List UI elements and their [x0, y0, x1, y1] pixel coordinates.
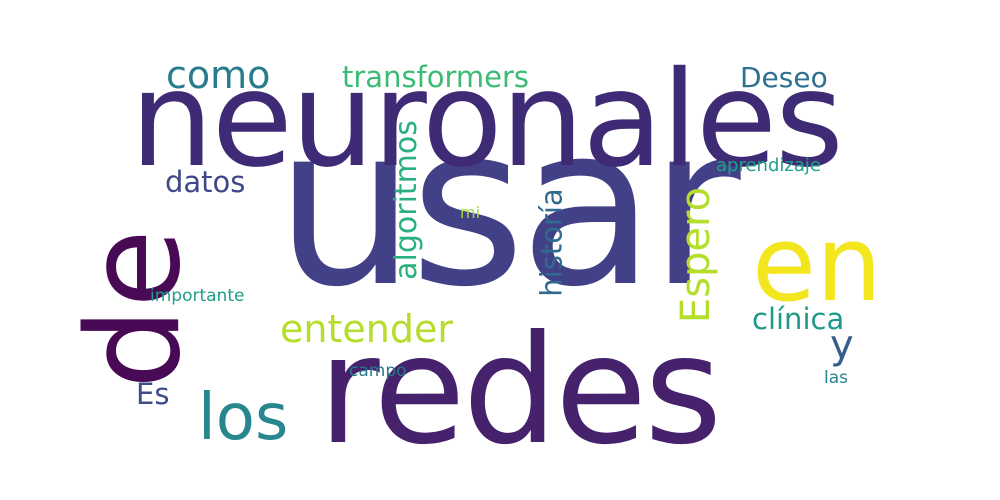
word-deseo: Deseo [740, 61, 828, 94]
word-de: de [60, 229, 209, 389]
word-redes: redes [318, 304, 722, 478]
word-transformers: transformers [342, 60, 530, 94]
word-espero: Espero [673, 186, 720, 324]
word-es: Es [136, 377, 170, 411]
word-los: los [198, 381, 289, 455]
word-entender: entender [280, 307, 453, 351]
word-las: las [824, 368, 848, 388]
word-y: y [830, 322, 854, 368]
word-mi: mi [460, 203, 481, 222]
word-clinica: clínica [752, 302, 845, 336]
word-usar: usar [275, 78, 741, 336]
word-importante: importante [150, 286, 245, 306]
word-como: como [166, 53, 271, 97]
word-datos: datos [165, 165, 246, 199]
word-neuronales: neuronales [130, 43, 844, 197]
word-algoritmos: algoritmos [388, 120, 424, 280]
word-campo: campo [349, 361, 407, 381]
word-en: en [752, 203, 882, 325]
word-aprendizaje: aprendizaje [716, 155, 821, 176]
word-historia: historía [534, 188, 569, 297]
